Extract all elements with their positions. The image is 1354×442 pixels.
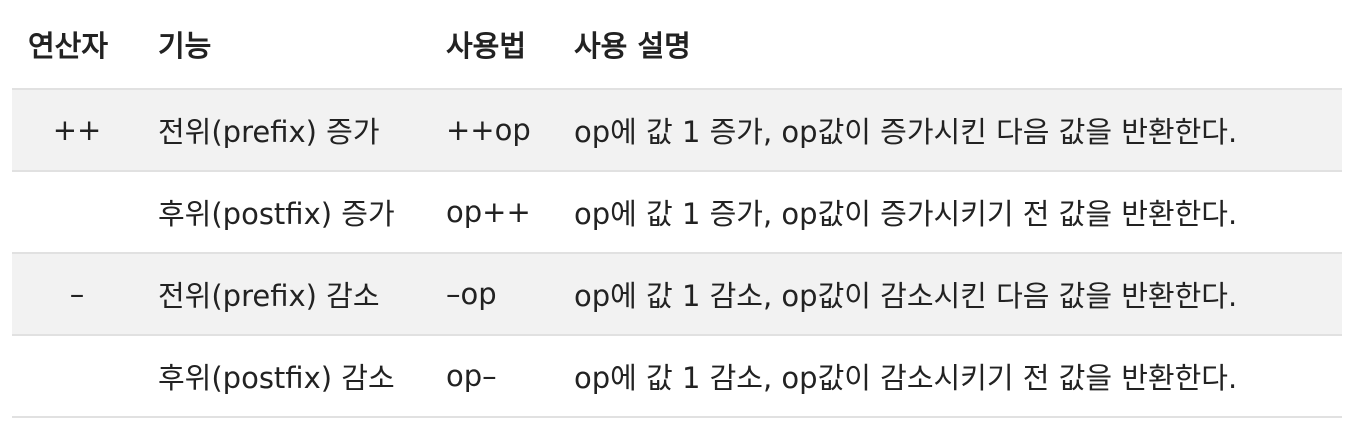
header-usage: 사용법 xyxy=(430,0,558,90)
usage-cell: op++ xyxy=(430,171,558,254)
operator-cell: ++ xyxy=(12,89,142,172)
table-row: – 전위(prefix) 감소 –op op에 값 1 감소, op값이 감소시… xyxy=(12,253,1342,336)
table-row: ++ 전위(prefix) 증가 ++op op에 값 1 증가, op값이 증… xyxy=(12,89,1342,172)
function-cell: 전위(prefix) 감소 xyxy=(142,253,430,336)
description-cell: op에 값 1 증가, op값이 증가시킨 다음 값을 반환한다. xyxy=(558,89,1342,172)
header-description: 사용 설명 xyxy=(558,0,1342,90)
usage-cell: op– xyxy=(430,335,558,418)
function-cell: 후위(postfix) 감소 xyxy=(142,335,430,418)
description-cell: op에 값 1 증가, op값이 증가시키기 전 값을 반환한다. xyxy=(558,171,1342,254)
header-row: 연산자 기능 사용법 사용 설명 xyxy=(12,0,1342,90)
description-cell: op에 값 1 감소, op값이 감소시키기 전 값을 반환한다. xyxy=(558,335,1342,418)
function-cell: 전위(prefix) 증가 xyxy=(142,89,430,172)
usage-cell: –op xyxy=(430,253,558,336)
description-cell: op에 값 1 감소, op값이 감소시킨 다음 값을 반환한다. xyxy=(558,253,1342,336)
table-row: 후위(postfix) 감소 op– op에 값 1 감소, op값이 감소시키… xyxy=(12,335,1342,418)
table-row: 후위(postfix) 증가 op++ op에 값 1 증가, op값이 증가시… xyxy=(12,171,1342,254)
usage-cell: ++op xyxy=(430,89,558,172)
header-function: 기능 xyxy=(142,0,430,90)
operator-cell: – xyxy=(12,253,142,336)
table-body: ++ 전위(prefix) 증가 ++op op에 값 1 증가, op값이 증… xyxy=(12,89,1342,418)
operator-cell xyxy=(12,335,142,418)
function-cell: 후위(postfix) 증가 xyxy=(142,171,430,254)
table-header: 연산자 기능 사용법 사용 설명 xyxy=(12,0,1342,90)
operator-table-container: 연산자 기능 사용법 사용 설명 ++ 전위(prefix) 증가 ++op o… xyxy=(12,0,1342,418)
operator-table: 연산자 기능 사용법 사용 설명 ++ 전위(prefix) 증가 ++op o… xyxy=(12,0,1342,418)
header-operator: 연산자 xyxy=(12,0,142,90)
operator-cell xyxy=(12,171,142,254)
